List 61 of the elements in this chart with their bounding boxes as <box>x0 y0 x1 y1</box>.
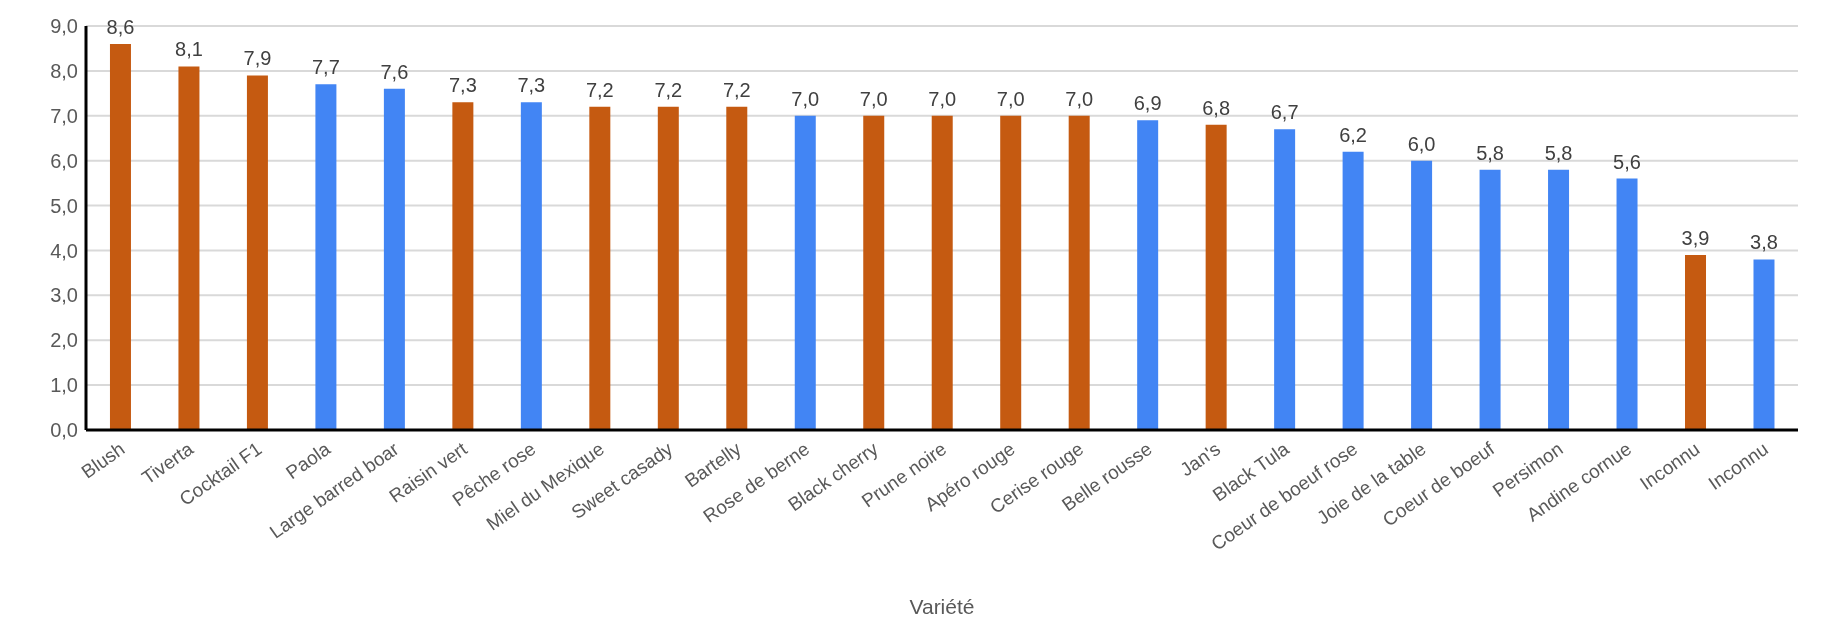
bar <box>246 75 268 430</box>
x-axis-title: Variété <box>909 595 975 618</box>
y-tick-label: 0,0 <box>50 419 78 442</box>
data-label: 7,0 <box>996 87 1025 110</box>
bar <box>657 106 679 430</box>
y-tick-label: 4,0 <box>50 239 78 262</box>
y-tick-label: 5,0 <box>50 194 78 217</box>
data-label: 7,2 <box>654 78 683 101</box>
data-label: 6,0 <box>1407 132 1436 155</box>
y-tick-label: 1,0 <box>50 374 78 397</box>
data-label: 3,8 <box>1750 231 1778 254</box>
bar <box>1000 115 1022 430</box>
data-label: 7,6 <box>380 60 409 83</box>
bar <box>1548 169 1570 430</box>
bar <box>1411 160 1433 430</box>
bar <box>109 43 131 430</box>
bar <box>1274 129 1296 430</box>
bar <box>452 102 474 430</box>
bar <box>178 66 200 430</box>
bar <box>794 115 816 430</box>
data-label: 7,7 <box>312 56 340 79</box>
y-tick-label: 6,0 <box>50 149 78 172</box>
bar <box>726 106 748 430</box>
data-label: 6,2 <box>1339 123 1368 146</box>
data-label: 7,3 <box>448 74 477 97</box>
data-label: 7,0 <box>859 87 888 110</box>
data-label: 3,9 <box>1681 226 1710 249</box>
data-label: 6,7 <box>1270 101 1299 124</box>
data-label: 7,2 <box>722 78 751 101</box>
y-tick-label: 7,0 <box>50 104 78 127</box>
bar <box>1342 151 1364 430</box>
bar <box>1753 259 1775 430</box>
y-tick-label: 8,0 <box>50 59 78 82</box>
data-label: 7,0 <box>791 87 820 110</box>
y-tick-label: 9,0 <box>50 15 78 38</box>
data-label: 7,9 <box>243 47 272 70</box>
data-label: 5,8 <box>1544 141 1573 164</box>
data-label: 5,8 <box>1476 141 1504 164</box>
bar <box>315 84 337 430</box>
bar <box>1068 115 1090 430</box>
data-label: 8,1 <box>175 38 203 61</box>
data-label: 6,8 <box>1202 96 1231 119</box>
bar <box>520 102 542 430</box>
bar <box>1205 124 1227 430</box>
data-label: 7,3 <box>517 74 546 97</box>
bar <box>383 88 405 430</box>
data-label: 6,9 <box>1133 92 1162 115</box>
data-label: 7,2 <box>585 78 614 101</box>
y-tick-label: 2,0 <box>50 329 78 352</box>
data-label: 5,6 <box>1613 150 1641 173</box>
bar <box>1616 178 1638 430</box>
bar <box>1685 254 1707 430</box>
data-label: 7,0 <box>928 87 957 110</box>
bar <box>589 106 611 430</box>
bar <box>931 115 953 430</box>
y-tick-label: 3,0 <box>50 284 78 307</box>
data-label: 7,0 <box>1065 87 1094 110</box>
data-label: 8,6 <box>106 15 135 38</box>
bar <box>1479 169 1501 430</box>
bar <box>863 115 885 430</box>
bar <box>1137 120 1159 430</box>
